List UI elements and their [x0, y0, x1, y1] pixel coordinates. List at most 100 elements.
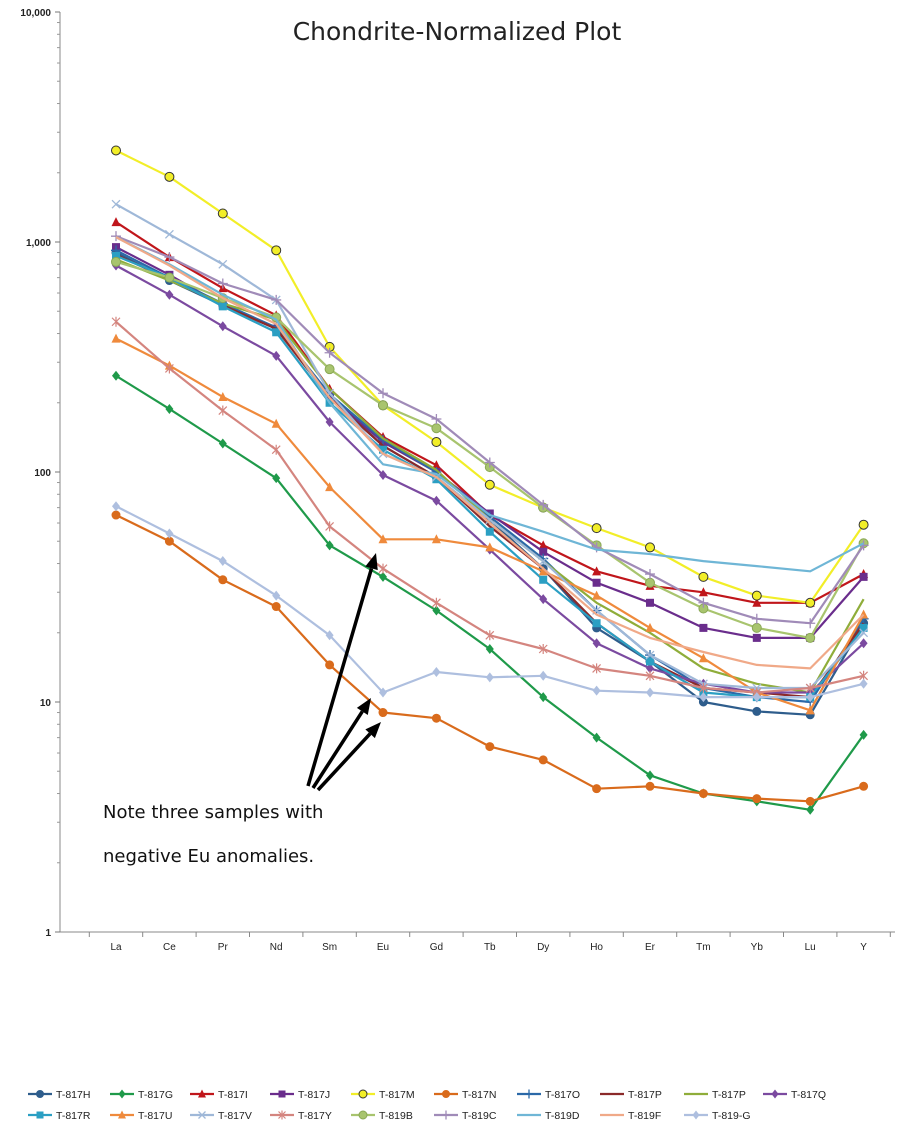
data-point [325, 630, 334, 641]
series-t-817g-1 [112, 370, 868, 815]
x-tick-label: La [110, 942, 122, 953]
annotation-line-1: Note three samples with [103, 802, 323, 823]
x-tick-label: Nd [270, 942, 283, 953]
arrow-head [365, 553, 378, 571]
x-tick-label: Y [860, 942, 867, 953]
data-point [218, 556, 227, 567]
data-point [271, 294, 282, 305]
legend-swatch-marker [36, 1090, 44, 1098]
data-point [751, 590, 762, 601]
legend: T-817H T-817G T-817I T-817J T-817M T-817N T-81… [28, 1089, 826, 1122]
legend-label: T-817Y [298, 1110, 332, 1122]
data-point [379, 445, 387, 454]
legend-label: T-817H [56, 1089, 90, 1101]
data-point [112, 501, 120, 512]
data-point [378, 708, 388, 718]
data-point [484, 479, 495, 490]
data-point [325, 540, 334, 551]
series-t-819b-14 [111, 256, 869, 643]
data-point [379, 571, 387, 582]
data-point [378, 388, 388, 399]
data-point [538, 566, 548, 576]
data-point [698, 653, 708, 663]
y-tick-label: 1,000 [26, 238, 51, 249]
data-point [431, 713, 441, 723]
x-tick-label: Yb [751, 942, 764, 953]
data-point [485, 672, 494, 683]
data-point [805, 632, 816, 643]
legend-swatch-marker [441, 1110, 451, 1120]
legend-swatch-marker [118, 1110, 126, 1119]
data-point [646, 657, 654, 666]
arrow-head [356, 698, 371, 715]
x-tick-label: Sm [322, 942, 337, 953]
data-point [432, 495, 441, 506]
data-point [111, 333, 121, 343]
data-point [272, 350, 281, 361]
data-point [379, 687, 387, 698]
legend-swatch-marker [198, 1089, 206, 1098]
data-point [164, 363, 174, 374]
data-point [645, 542, 655, 553]
series-t-817p-8 [115, 258, 865, 694]
data-point [325, 482, 335, 492]
series-t-817m-4 [111, 145, 869, 608]
data-point [538, 499, 549, 510]
legend-item: T-819B [351, 1110, 413, 1122]
legend-item: T-817P [684, 1089, 746, 1101]
x-tick-label: Tm [696, 942, 710, 953]
legend-item: T-817I [190, 1089, 248, 1101]
data-point [859, 623, 868, 632]
data-point [272, 590, 281, 601]
series-t-819c-15 [111, 231, 869, 629]
data-point [859, 572, 868, 581]
x-tick-label: Pr [218, 942, 229, 953]
data-point [431, 423, 442, 434]
legend-item: T-819F [600, 1110, 661, 1122]
data-point [539, 594, 548, 605]
data-point [164, 229, 174, 239]
legend-label: T-817I [218, 1089, 248, 1101]
data-point [645, 622, 655, 632]
data-point [324, 347, 335, 358]
data-point [806, 692, 815, 703]
data-point [859, 781, 869, 791]
y-tick-label: 10,000 [20, 8, 51, 19]
data-point [538, 556, 548, 566]
arrow-shaft [306, 567, 374, 787]
data-point [112, 251, 120, 260]
data-point [325, 416, 334, 427]
legend-item: T-817N [434, 1089, 496, 1101]
data-point [485, 515, 495, 525]
data-point [539, 670, 548, 681]
data-point [645, 577, 655, 588]
data-point [538, 755, 548, 765]
legend-item: T-819D [517, 1110, 580, 1122]
data-point [592, 578, 601, 587]
x-tick-label: Ho [590, 942, 603, 953]
data-point [645, 569, 655, 580]
data-point [111, 145, 121, 156]
data-point [485, 742, 495, 752]
legend-label: T-817R [56, 1110, 91, 1122]
x-tick-label: Lu [805, 942, 816, 953]
data-point [271, 418, 281, 428]
data-point [378, 534, 388, 544]
x-tick-label: Dy [537, 942, 549, 953]
legend-swatch-marker [692, 1110, 700, 1120]
data-point [646, 770, 654, 781]
axes: 1 10 100 1,000 10,000 La Ce Pr Nd Sm Eu Gd Tb Dy Ho Er T… [20, 8, 895, 953]
legend-item: T-817G [110, 1089, 173, 1101]
arrow-shaft [316, 732, 372, 792]
arrow-head [365, 722, 381, 739]
data-point [111, 510, 121, 520]
data-point [859, 628, 869, 638]
data-point [485, 643, 494, 654]
legend-item: T-817Q [763, 1089, 826, 1101]
x-tick-label: Er [645, 942, 656, 953]
legend-item: T-817U [110, 1110, 172, 1122]
data-point [859, 638, 868, 649]
data-point [218, 259, 228, 269]
data-point [806, 804, 815, 815]
legend-swatch-marker [358, 1110, 368, 1120]
